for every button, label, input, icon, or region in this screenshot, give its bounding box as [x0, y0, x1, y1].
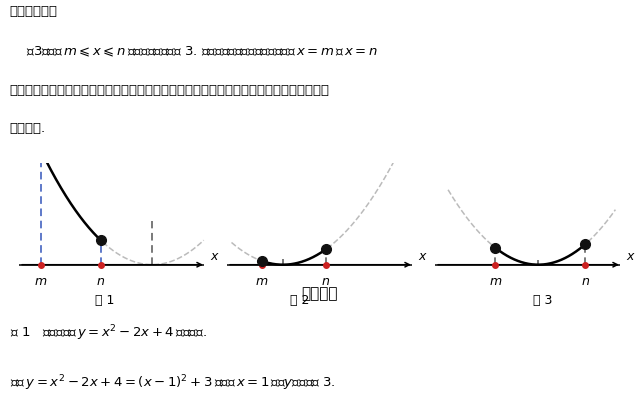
- Text: 得最大值.: 得最大值.: [10, 122, 45, 135]
- Text: 图 1: 图 1: [95, 294, 115, 307]
- Text: $m$: $m$: [34, 275, 47, 288]
- Text: 例 1   求二次函数$\,y=x^2-2x+4\,$的最小值.: 例 1 求二次函数$\,y=x^2-2x+4\,$的最小值.: [10, 324, 207, 343]
- Text: $n$: $n$: [581, 275, 590, 288]
- Text: 图 3: 图 3: [532, 294, 552, 307]
- Text: $n$: $n$: [96, 275, 105, 288]
- Text: $x$: $x$: [626, 250, 636, 264]
- Text: $x$: $x$: [210, 250, 220, 264]
- Text: $m$: $m$: [255, 275, 268, 288]
- Text: 入得最大值；: 入得最大值；: [10, 5, 58, 18]
- Text: 课堂例题: 课堂例题: [301, 286, 339, 301]
- Text: $x$: $x$: [418, 250, 428, 264]
- Text: （3）范围$\,m\leqslant x\leqslant n\,$包含对称轴，如图 3. 此时在对称轴处取得最小值，将$\,x=m\,$和$\,x=n$: （3）范围$\,m\leqslant x\leqslant n\,$包含对称轴，…: [10, 45, 377, 59]
- Text: 解：$\,y=x^2-2x+4=(x-1)^2+3\,$，则当$\,x=1\,$时，$y$取最小值 3.: 解：$\,y=x^2-2x+4=(x-1)^2+3\,$，则当$\,x=1\,$…: [10, 373, 335, 393]
- Text: 图 2: 图 2: [291, 294, 310, 307]
- Text: $n$: $n$: [321, 275, 330, 288]
- Text: 分别代入解析式，谁更大谁就是最大值；或者依据图象的对称性，谁离对称轴远就将谁代入: 分别代入解析式，谁更大谁就是最大值；或者依据图象的对称性，谁离对称轴远就将谁代入: [10, 84, 330, 96]
- Text: $m$: $m$: [488, 275, 502, 288]
